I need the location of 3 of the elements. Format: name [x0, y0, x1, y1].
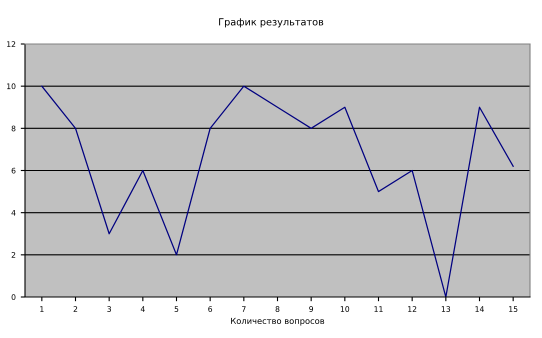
line-series — [41, 86, 514, 297]
x-axis-title: Количество вопросов — [231, 318, 324, 326]
chart-title: График результатов — [219, 18, 324, 28]
